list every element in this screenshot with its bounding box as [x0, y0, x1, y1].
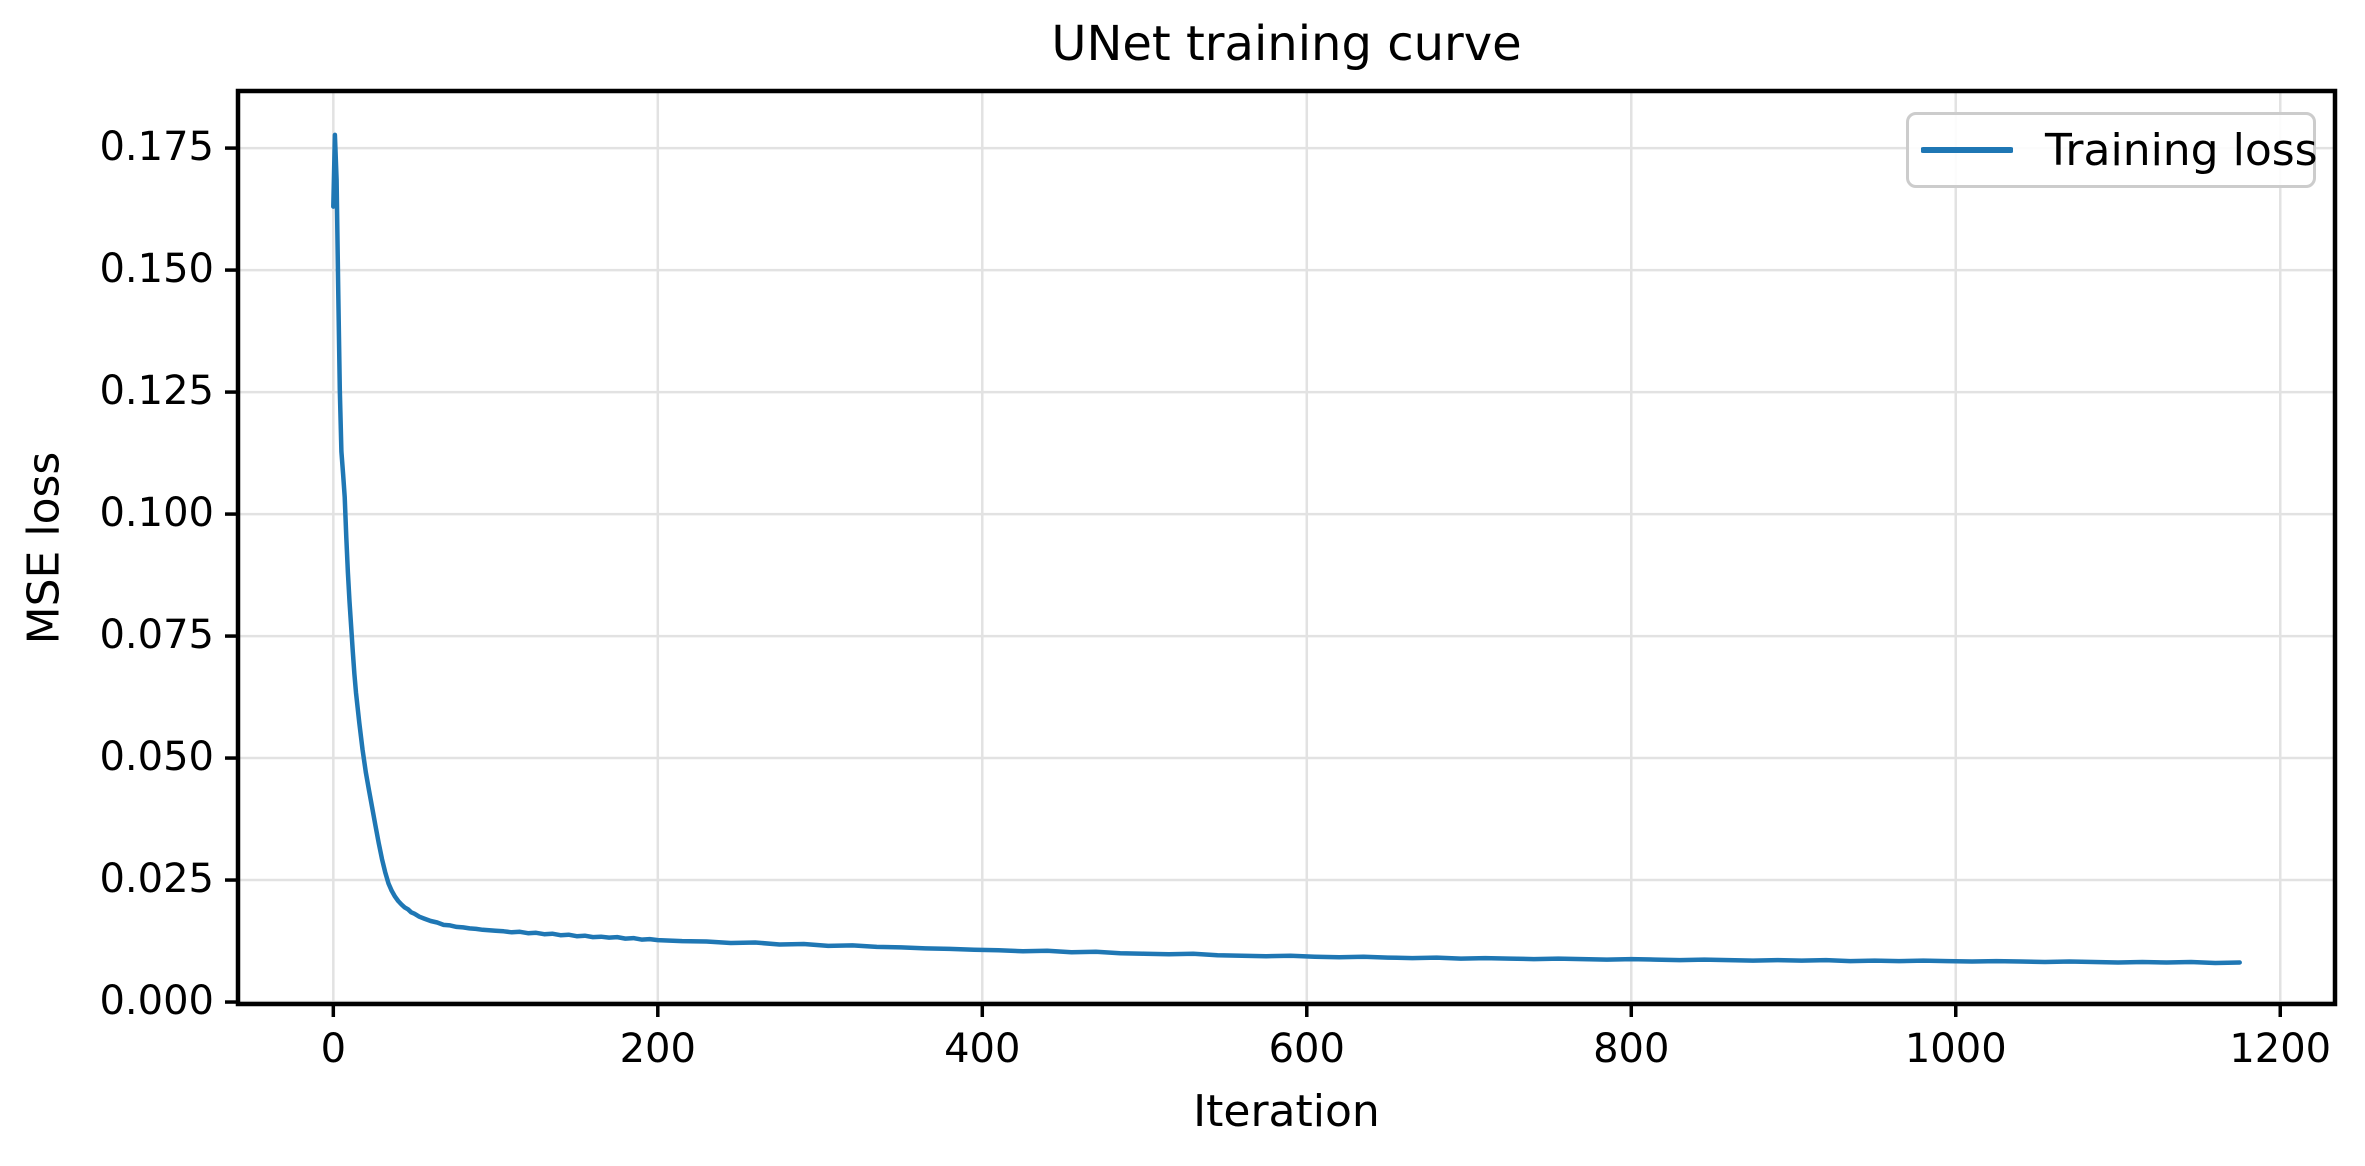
- y-tick-label: 0.100: [99, 490, 214, 537]
- y-tick-label: 0.025: [99, 856, 214, 903]
- y-tick-label: 0.175: [99, 124, 214, 171]
- x-tick-label: 400: [944, 1026, 1021, 1072]
- legend-line-sample: [1921, 147, 2013, 153]
- y-tick-label: 0.050: [99, 734, 214, 781]
- y-tick-label: 0.125: [99, 368, 214, 415]
- y-tick-label: 0.150: [99, 246, 214, 293]
- y-tick-label: 0.000: [99, 978, 214, 1025]
- x-tick-label: 200: [619, 1026, 696, 1072]
- legend-label: Training loss: [2045, 124, 2318, 176]
- x-tick-label: 600: [1268, 1026, 1345, 1072]
- x-axis-label: Iteration: [1193, 1086, 1380, 1137]
- y-tick-label: 0.075: [99, 612, 214, 659]
- training-loss-line: [331, 132, 2242, 966]
- x-tick-label: 0: [320, 1026, 347, 1072]
- legend: Training loss: [1906, 112, 2318, 188]
- axes-spines: [235, 88, 2338, 1007]
- chart-title: UNet training curve: [1051, 16, 1522, 72]
- x-tick-label: 1200: [2229, 1026, 2332, 1072]
- x-tick-label: 800: [1593, 1026, 1670, 1072]
- x-tick-label: 1000: [1904, 1026, 2007, 1072]
